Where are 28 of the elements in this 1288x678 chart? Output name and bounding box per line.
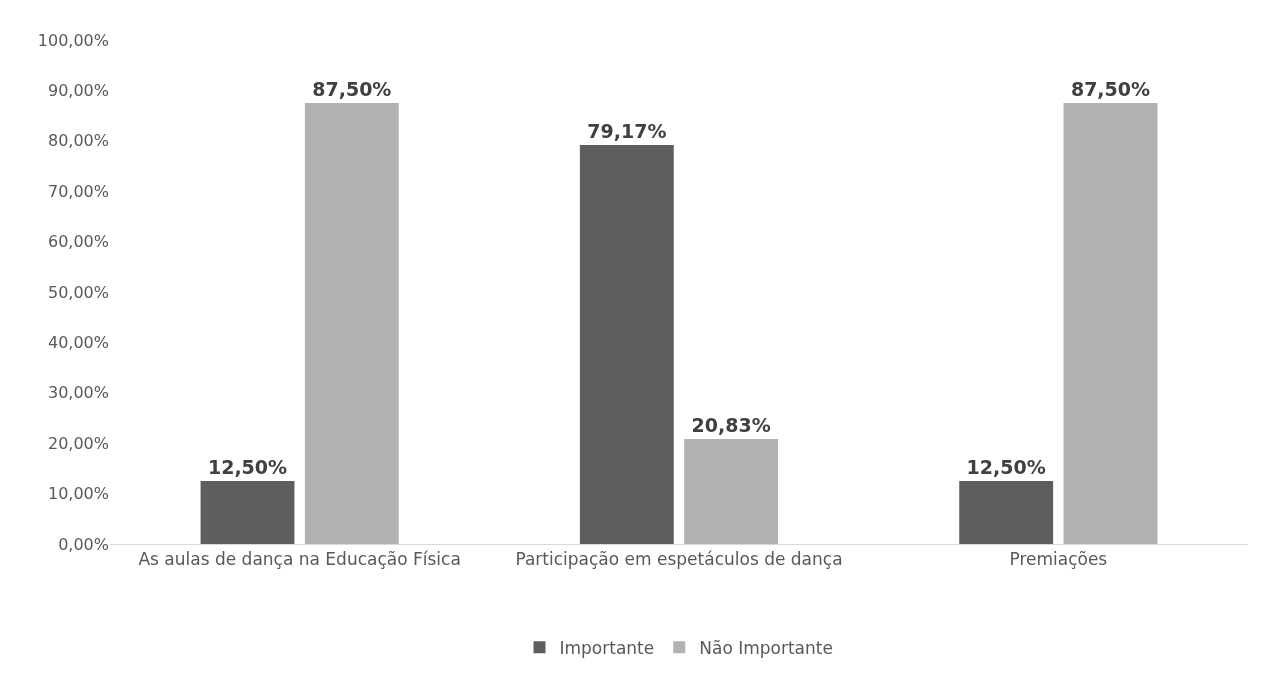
data-label: 12,50% [966,456,1046,478]
bar [1063,103,1158,544]
bar [200,481,295,544]
x-tick-label: As aulas de dança na Educação Física [138,549,461,570]
y-tick-label: 40,00% [47,333,109,352]
bar [684,439,779,544]
data-label: 87,50% [1070,78,1151,100]
x-tick-label: Participação em espetáculos de dança [515,549,843,570]
bar [304,103,399,544]
y-tick-label: 90,00% [47,81,109,100]
bar [959,481,1054,544]
y-tick-label: 60,00% [47,232,109,252]
legend-label: Importante [559,637,655,658]
y-tick-label: 70,00% [47,181,109,201]
y-tick-label: 80,00% [47,131,109,151]
data-label: 12,50% [207,456,288,478]
x-tick-label: Premiações [1009,549,1108,570]
bar [579,144,674,544]
data-label: 20,83% [691,414,771,437]
y-tick-label: 100,00% [37,30,109,50]
y-tick-label: 20,00% [47,433,109,453]
data-label: 79,17% [587,119,667,142]
y-tick-label: 10,00% [47,484,109,504]
y-tick-label: 50,00% [47,282,109,302]
legend-label: Não Importante [699,637,833,658]
y-tick-label: 0,00% [58,534,109,554]
y-tick-label: 30,00% [47,383,109,403]
data-label: 87,50% [312,78,392,100]
